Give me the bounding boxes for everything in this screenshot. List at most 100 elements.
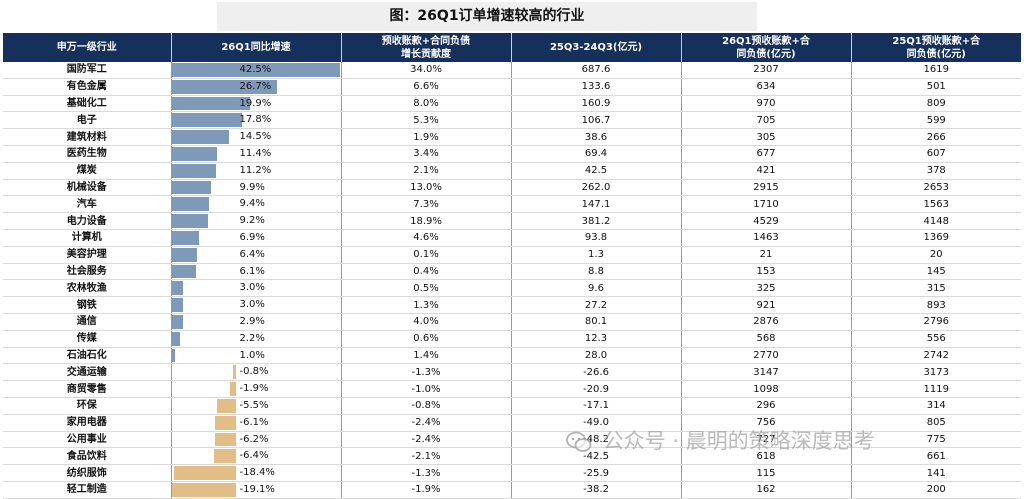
diff-cell: 262.0 bbox=[511, 179, 682, 197]
growth-value-label: 17.8% bbox=[239, 114, 272, 126]
q1-26-cell: 634 bbox=[681, 78, 852, 96]
q1-26-cell: 727 bbox=[681, 431, 852, 449]
watermark: 公众号 · 晨明的策略深度思考 bbox=[566, 424, 875, 458]
growth-value-label: 26.7% bbox=[239, 80, 272, 92]
diff-cell: -49.0 bbox=[511, 414, 682, 432]
industry-cell: 机械设备 bbox=[3, 179, 172, 197]
contribution-cell: -1.0% bbox=[341, 380, 512, 398]
industry-cell: 商贸零售 bbox=[3, 380, 172, 398]
q1-26-cell: 3147 bbox=[681, 363, 852, 382]
growth-value-label: -18.4% bbox=[239, 467, 275, 479]
diff-cell: 133.6 bbox=[511, 78, 682, 96]
q1-25-cell: 661 bbox=[851, 447, 1021, 466]
industry-cell: 美容护理 bbox=[3, 246, 172, 264]
diff-cell: 12.3 bbox=[511, 330, 682, 348]
growth-bar bbox=[171, 281, 184, 296]
industry-cell: 食品饮料 bbox=[3, 447, 172, 466]
table-row: 家用电器 -6.1% -2.4% -49.0 756 805 bbox=[3, 414, 1021, 432]
industry-cell: 环保 bbox=[3, 397, 172, 415]
industry-cell: 计算机 bbox=[3, 229, 172, 247]
q1-26-cell: 2876 bbox=[681, 313, 852, 331]
table-row: 美容护理 6.4% 0.1% 1.3 21 20 bbox=[3, 246, 1021, 264]
growth-bar-cell: 6.9% bbox=[171, 229, 342, 247]
contribution-cell: 4.0% bbox=[341, 313, 512, 331]
contribution-cell: -1.9% bbox=[341, 481, 512, 499]
industry-cell: 轻工制造 bbox=[3, 481, 172, 499]
diff-cell: 160.9 bbox=[511, 95, 682, 113]
contribution-cell: -2.4% bbox=[341, 431, 512, 449]
q1-26-cell: 162 bbox=[681, 481, 852, 499]
growth-bar bbox=[171, 197, 209, 212]
growth-bar bbox=[171, 163, 216, 178]
contribution-cell: 6.6% bbox=[341, 78, 512, 96]
growth-value-label: 11.4% bbox=[239, 147, 272, 159]
q1-25-cell: 20 bbox=[851, 246, 1021, 264]
growth-bar bbox=[171, 180, 211, 195]
q1-26-cell: 296 bbox=[681, 397, 852, 415]
q1-26-cell: 2915 bbox=[681, 179, 852, 197]
growth-bar bbox=[173, 466, 237, 480]
table-row: 通信 2.9% 4.0% 80.1 2876 2796 bbox=[3, 313, 1021, 331]
q1-25-cell: 775 bbox=[851, 431, 1021, 449]
q1-25-cell: 2742 bbox=[851, 347, 1021, 365]
growth-bar-cell: 26.7% bbox=[171, 78, 342, 96]
table-row: 社会服务 6.1% 0.4% 8.8 153 145 bbox=[3, 263, 1021, 281]
growth-bar-cell: -6.2% bbox=[171, 431, 342, 449]
contribution-cell: 0.4% bbox=[341, 263, 512, 281]
diff-cell: 1.3 bbox=[511, 246, 682, 264]
q1-25-cell: 599 bbox=[851, 111, 1021, 130]
q1-25-cell: 1619 bbox=[851, 62, 1021, 79]
table-row: 公用事业 -6.2% -2.4% -48.2 727 775 bbox=[3, 431, 1021, 449]
q1-26-cell: 1098 bbox=[681, 380, 852, 398]
q1-26-cell: 115 bbox=[681, 464, 852, 482]
growth-bar bbox=[233, 365, 237, 380]
q1-25-cell: 1119 bbox=[851, 380, 1021, 398]
growth-bar-cell: 14.5% bbox=[171, 128, 342, 146]
table-row: 建筑材料 14.5% 1.9% 38.6 305 266 bbox=[3, 128, 1021, 146]
q1-25-cell: 607 bbox=[851, 145, 1021, 163]
contribution-cell: 18.9% bbox=[341, 212, 512, 230]
table-row: 基础化工 19.9% 8.0% 160.9 970 809 bbox=[3, 95, 1021, 113]
industry-cell: 传媒 bbox=[3, 330, 172, 348]
col-header-industry: 申万一级行业 bbox=[3, 33, 172, 62]
q1-26-cell: 4529 bbox=[681, 212, 852, 230]
industry-cell: 电力设备 bbox=[3, 212, 172, 230]
contribution-cell: 5.3% bbox=[341, 111, 512, 130]
contribution-cell: 8.0% bbox=[341, 95, 512, 113]
growth-bar-cell: -19.1% bbox=[171, 481, 342, 499]
growth-bar bbox=[171, 230, 199, 245]
diff-cell: 147.1 bbox=[511, 195, 682, 214]
growth-bar-cell: -18.4% bbox=[171, 464, 342, 482]
contribution-cell: -1.3% bbox=[341, 464, 512, 482]
q1-26-cell: 618 bbox=[681, 447, 852, 466]
growth-bar bbox=[215, 415, 237, 430]
industry-cell: 家用电器 bbox=[3, 414, 172, 432]
contribution-cell: 1.4% bbox=[341, 347, 512, 365]
growth-bar-cell: 11.2% bbox=[171, 162, 342, 180]
watermark-text: 公众号 · 晨明的策略深度思考 bbox=[602, 429, 875, 453]
diff-cell: -38.2 bbox=[511, 481, 682, 499]
growth-value-label: 9.2% bbox=[239, 215, 265, 227]
growth-bar bbox=[171, 314, 183, 329]
q1-25-cell: 145 bbox=[851, 263, 1021, 281]
q1-25-cell: 315 bbox=[851, 279, 1021, 298]
growth-value-label: 2.9% bbox=[239, 315, 265, 327]
q1-25-cell: 266 bbox=[851, 128, 1021, 146]
q1-26-cell: 325 bbox=[681, 279, 852, 298]
growth-value-label: -1.9% bbox=[239, 383, 269, 395]
table-row: 电子 17.8% 5.3% 106.7 705 599 bbox=[3, 111, 1021, 130]
growth-bar bbox=[171, 79, 278, 94]
table-row: 电力设备 9.2% 18.9% 381.2 4529 4148 bbox=[3, 212, 1021, 230]
contribution-cell: 4.6% bbox=[341, 229, 512, 247]
q1-26-cell: 1710 bbox=[681, 195, 852, 214]
diff-cell: 8.8 bbox=[511, 263, 682, 281]
q1-26-cell: 1463 bbox=[681, 229, 852, 247]
growth-bar-cell: 17.8% bbox=[171, 111, 342, 130]
contribution-cell: 0.1% bbox=[341, 246, 512, 264]
table-row: 环保 -5.5% -0.8% -17.1 296 314 bbox=[3, 397, 1021, 415]
growth-bar-cell: -6.4% bbox=[171, 447, 342, 466]
q1-26-cell: 970 bbox=[681, 95, 852, 113]
contribution-cell: 13.0% bbox=[341, 179, 512, 197]
growth-bar-cell: 19.9% bbox=[171, 95, 342, 113]
table-row: 汽车 9.4% 7.3% 147.1 1710 1563 bbox=[3, 195, 1021, 214]
